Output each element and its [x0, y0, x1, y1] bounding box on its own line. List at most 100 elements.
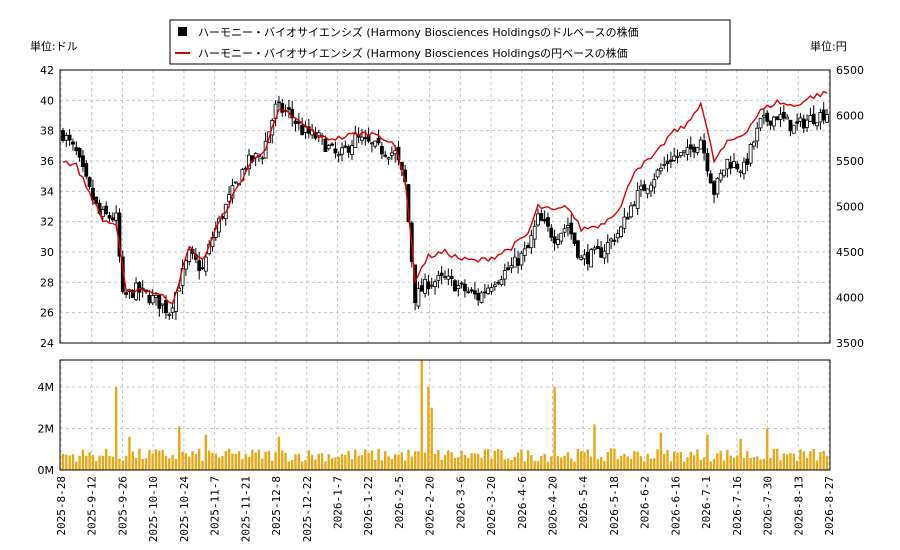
right-tick-label: 3500	[836, 337, 864, 350]
volume-bar	[503, 459, 506, 470]
date-tick-label: 2025-8-28	[55, 476, 68, 536]
volume-bar	[709, 461, 712, 470]
date-tick-label: 2025-11-21	[239, 476, 252, 542]
candle-body	[389, 152, 394, 156]
volume-bar	[516, 452, 520, 470]
candle-body	[522, 248, 527, 256]
volume-bar	[95, 461, 98, 470]
candle-body	[639, 185, 643, 190]
date-tick-label: 2026-5-4	[577, 476, 590, 529]
candle-body	[360, 136, 364, 141]
candle-body	[114, 212, 119, 221]
volume-bar	[151, 453, 154, 470]
candle-body	[370, 142, 374, 145]
volume-bar	[370, 450, 374, 470]
volume-bar	[626, 456, 629, 470]
candle-body	[350, 145, 354, 155]
candle-body	[376, 137, 381, 144]
volume-bar	[506, 458, 510, 470]
volume-bar	[496, 449, 500, 470]
candle-body	[659, 167, 663, 172]
candle-body	[67, 134, 72, 141]
volume-bar	[447, 450, 450, 470]
candle-body	[662, 164, 667, 166]
candle-body	[463, 283, 467, 292]
candle-body	[609, 238, 613, 242]
candle-body	[373, 140, 378, 147]
volume-bar	[633, 451, 636, 470]
candle-body	[74, 147, 79, 152]
candle-body	[104, 205, 109, 215]
volume-bar	[673, 451, 676, 470]
candle-body	[472, 290, 477, 295]
candle-body	[652, 179, 657, 188]
volume-bar	[473, 453, 477, 470]
volume-bar	[287, 461, 291, 470]
volume-bar	[314, 459, 317, 470]
volume-bar	[530, 455, 533, 470]
volume-bar	[706, 434, 709, 470]
volume-bar	[649, 458, 653, 470]
right-axis-ticks: 3500 4000 4500 5000 5500 6000 6500	[836, 64, 864, 350]
candle-body	[326, 145, 331, 150]
candle-body	[300, 124, 305, 136]
candle-body	[203, 256, 208, 272]
volume-bar	[719, 450, 722, 470]
volume-bar	[453, 458, 457, 470]
candle-body	[280, 103, 285, 113]
volume-bar	[297, 453, 301, 470]
candle-body	[718, 173, 723, 181]
date-tick-label: 2026-7-1	[700, 476, 713, 529]
volume-bar	[184, 453, 188, 470]
volume-bar	[423, 452, 427, 470]
volume-bar	[420, 360, 423, 470]
candle-body	[323, 138, 328, 153]
candle-body	[629, 205, 633, 218]
volume-bar	[194, 454, 198, 470]
volume-bar	[138, 448, 141, 470]
candle-body	[512, 256, 517, 268]
volume-bar	[490, 458, 493, 470]
volume-bar	[732, 457, 736, 470]
candle-body	[619, 226, 623, 237]
volume-bar	[227, 448, 231, 470]
candle-body	[526, 245, 530, 249]
volume-bar	[158, 450, 161, 470]
legend: ハーモニー・バイオサイエンシズ (Harmony Biosciences Hol…	[169, 19, 731, 65]
candle-body	[692, 146, 697, 153]
volume-bar	[340, 454, 344, 470]
candle-body	[599, 247, 604, 258]
volume-bar	[320, 453, 324, 470]
candle-body	[815, 122, 819, 127]
volume-bar	[742, 457, 746, 470]
volume-bar	[204, 434, 208, 470]
candle-body	[569, 222, 574, 235]
candle-body	[449, 276, 454, 280]
candle-body	[90, 187, 95, 201]
candle-body	[622, 216, 627, 229]
volume-bar	[726, 449, 729, 470]
volume-bar	[679, 452, 683, 470]
candle-body	[582, 254, 587, 260]
volume-bar	[782, 453, 786, 470]
candle-body	[333, 148, 338, 154]
legend-usd-label: ハーモニー・バイオサイエンシズ (Harmony Biosciences Hol…	[198, 25, 639, 39]
volume-bar	[653, 458, 656, 470]
volume-bar	[599, 456, 603, 470]
volume-bar	[533, 460, 536, 470]
candle-body	[752, 141, 756, 147]
volume-bar	[666, 449, 669, 470]
legend-jpy-label: ハーモニー・バイオサイエンシズ (Harmony Biosciences Hol…	[198, 46, 628, 60]
volume-bar	[201, 460, 204, 470]
candle-body	[286, 107, 291, 110]
volume-bar	[131, 451, 134, 470]
candle-body	[791, 124, 796, 134]
volume-bar	[609, 448, 613, 470]
candle-body	[496, 281, 501, 284]
volume-bar	[570, 458, 573, 470]
date-tick-label: 2026-7-30	[762, 476, 775, 536]
volume-bar	[480, 457, 483, 470]
volume-bar	[656, 449, 659, 470]
candle-body	[77, 147, 82, 158]
volume-bar	[669, 461, 673, 470]
